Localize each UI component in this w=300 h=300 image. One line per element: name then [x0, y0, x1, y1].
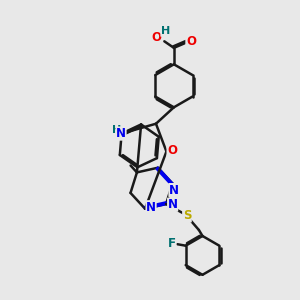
- Text: S: S: [183, 209, 191, 222]
- Text: N: N: [146, 201, 156, 214]
- Text: N: N: [168, 198, 178, 211]
- Text: O: O: [167, 144, 177, 157]
- Text: O: O: [151, 31, 161, 44]
- Text: O: O: [186, 34, 196, 47]
- Text: N: N: [169, 184, 179, 196]
- Text: F: F: [168, 237, 176, 250]
- Text: N: N: [116, 127, 126, 140]
- Text: H: H: [112, 125, 121, 135]
- Text: H: H: [161, 26, 170, 36]
